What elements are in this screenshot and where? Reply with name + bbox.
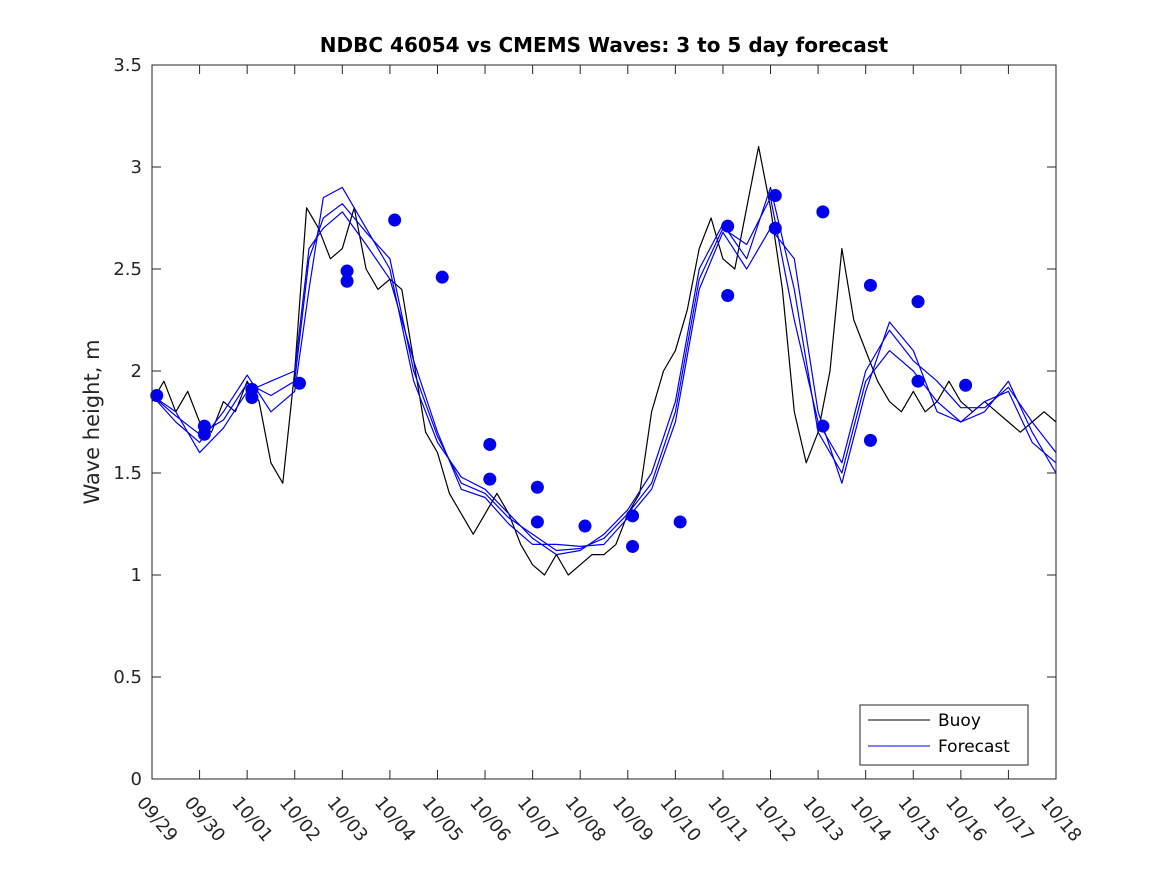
- forecast-marker: [340, 274, 354, 288]
- forecast-marker: [721, 219, 735, 233]
- y-tick-label: 2: [131, 361, 142, 382]
- forecast-marker: [578, 519, 592, 533]
- forecast-marker: [863, 278, 877, 292]
- legend-box: [859, 704, 1029, 766]
- buoy-series-line: [151, 146, 1057, 576]
- forecast-marker: [863, 433, 877, 447]
- forecast-marker: [197, 427, 211, 441]
- forecast-marker: [626, 509, 640, 523]
- forecast-marker: [768, 221, 782, 235]
- forecast-marker: [435, 270, 449, 284]
- forecast-marker: [388, 213, 402, 227]
- forecast-marker: [816, 419, 830, 433]
- legend: Buoy Forecast: [859, 704, 1029, 766]
- forecast-series-line-2: [151, 186, 1057, 556]
- forecast-marker: [530, 480, 544, 494]
- y-tick-label: 1: [131, 565, 142, 586]
- forecast-marker: [483, 472, 497, 486]
- y-tick-label: 2.5: [113, 259, 142, 280]
- plot-area: [152, 65, 1056, 779]
- forecast-marker: [340, 264, 354, 278]
- forecast-marker: [721, 289, 735, 303]
- series-layer: [150, 146, 1057, 576]
- forecast-marker: [150, 388, 164, 402]
- forecast-marker: [911, 374, 925, 388]
- y-tick-label: 0.5: [113, 667, 142, 688]
- legend-label-forecast: Forecast: [938, 737, 1010, 757]
- legend-label-buoy: Buoy: [938, 711, 981, 731]
- forecast-marker: [768, 189, 782, 203]
- forecast-marker: [673, 515, 687, 529]
- y-tick-label: 0: [131, 769, 142, 790]
- forecast-series-line-3: [151, 211, 1057, 548]
- forecast-marker: [911, 295, 925, 309]
- forecast-marker: [483, 437, 497, 451]
- y-axis-label: Wave height, m: [80, 339, 104, 504]
- chart-title: NDBC 46054 vs CMEMS Waves: 3 to 5 day fo…: [320, 33, 889, 57]
- y-tick-label: 3: [131, 157, 142, 178]
- forecast-marker: [245, 391, 259, 405]
- forecast-marker: [292, 376, 306, 390]
- plot-frame: [151, 64, 1057, 780]
- forecast-marker: [959, 378, 973, 392]
- y-tick-label: 1.5: [113, 463, 142, 484]
- forecast-marker: [626, 539, 640, 553]
- y-tick-label: 3.5: [113, 55, 142, 76]
- forecast-marker: [530, 515, 544, 529]
- forecast-series-line-1: [151, 197, 1057, 552]
- forecast-marker: [816, 205, 830, 219]
